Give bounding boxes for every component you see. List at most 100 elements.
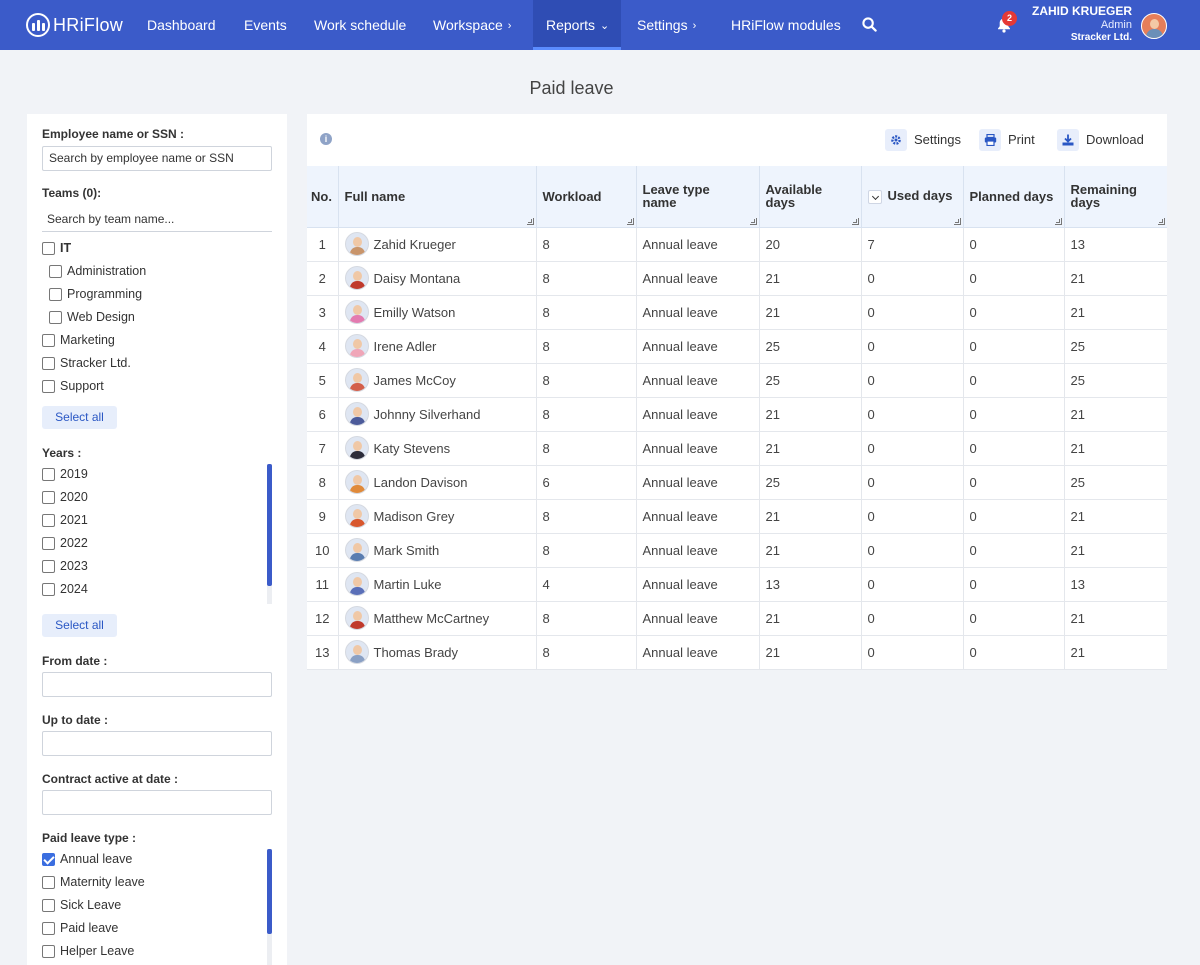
year-checkbox-2024[interactable]: 2024 bbox=[42, 580, 88, 598]
checkbox[interactable] bbox=[42, 513, 55, 527]
leave-types-scrollbar[interactable] bbox=[267, 849, 272, 965]
nav-events[interactable]: Events bbox=[244, 17, 287, 33]
table-row[interactable]: 13 Thomas Brady 8 Annual leave 21 0 0 21 bbox=[307, 635, 1167, 670]
checkbox[interactable] bbox=[42, 944, 55, 958]
checkbox[interactable] bbox=[42, 490, 55, 504]
team-checkbox-marketing[interactable]: Marketing bbox=[42, 331, 115, 349]
checkbox[interactable] bbox=[42, 536, 55, 550]
col-header-workload[interactable]: Workload bbox=[536, 166, 637, 228]
year-checkbox-2022[interactable]: 2022 bbox=[42, 534, 88, 552]
table-row[interactable]: 11 Martin Luke 4 Annual leave 13 0 0 13 bbox=[307, 567, 1167, 602]
info-icon[interactable]: i bbox=[320, 133, 332, 145]
checkbox[interactable] bbox=[42, 379, 55, 393]
cell-workload: 8 bbox=[536, 227, 637, 262]
checkbox[interactable] bbox=[42, 559, 55, 573]
col-header-used-days[interactable]: Used days bbox=[861, 166, 964, 228]
nav-modules[interactable]: HRiFlow modules bbox=[731, 17, 841, 33]
user-avatar[interactable] bbox=[1141, 13, 1167, 39]
year-checkbox-2019[interactable]: 2019 bbox=[42, 465, 88, 483]
checkbox[interactable] bbox=[49, 287, 62, 301]
checkbox[interactable] bbox=[42, 333, 55, 347]
nav-reports-label: Reports bbox=[546, 17, 596, 33]
nav-settings[interactable]: Settings › bbox=[637, 0, 696, 50]
team-search-input[interactable]: Search by team name... bbox=[42, 207, 272, 232]
col-header-full-name[interactable]: Full name bbox=[338, 166, 537, 228]
table-row[interactable]: 3 Emilly Watson 8 Annual leave 21 0 0 21 bbox=[307, 295, 1167, 330]
resize-handle-icon[interactable] bbox=[526, 217, 534, 225]
cell-no: 7 bbox=[307, 431, 339, 466]
table-row[interactable]: 4 Irene Adler 8 Annual leave 25 0 0 25 bbox=[307, 329, 1167, 364]
resize-handle-icon[interactable] bbox=[1158, 217, 1165, 225]
resize-handle-icon[interactable] bbox=[626, 217, 634, 225]
year-checkbox-2020[interactable]: 2020 bbox=[42, 488, 88, 506]
col-header-no[interactable]: No. bbox=[307, 166, 339, 228]
checkbox[interactable] bbox=[42, 356, 55, 370]
leave-types-scrollbar-thumb[interactable] bbox=[267, 849, 272, 934]
leave-type-annual[interactable]: Annual leave bbox=[42, 850, 132, 868]
checkbox[interactable] bbox=[42, 898, 55, 912]
employee-name-cell: Katy Stevens bbox=[344, 436, 530, 460]
years-scrollbar-thumb[interactable] bbox=[267, 464, 272, 586]
cell-type: Annual leave bbox=[636, 397, 760, 432]
resize-handle-icon[interactable] bbox=[953, 217, 961, 225]
employee-search-input[interactable]: Search by employee name or SSN bbox=[42, 146, 272, 171]
sort-chevron-down-icon[interactable] bbox=[867, 189, 882, 204]
checkbox[interactable] bbox=[42, 241, 55, 255]
team-checkbox-programming[interactable]: Programming bbox=[49, 285, 142, 303]
leave-type-maternity[interactable]: Maternity leave bbox=[42, 873, 145, 891]
nav-reports[interactable]: Reports ⌄ bbox=[533, 0, 621, 50]
app-logo[interactable]: HRiFlow bbox=[26, 11, 123, 39]
settings-button[interactable]: Settings bbox=[885, 127, 961, 152]
table-row[interactable]: 10 Mark Smith 8 Annual leave 21 0 0 21 bbox=[307, 533, 1167, 568]
print-button[interactable]: Print bbox=[979, 127, 1035, 152]
checkbox[interactable] bbox=[42, 921, 55, 935]
team-checkbox-administration[interactable]: Administration bbox=[49, 262, 146, 280]
cell-no: 8 bbox=[307, 465, 339, 500]
team-checkbox-stracker[interactable]: Stracker Ltd. bbox=[42, 354, 131, 372]
years-scrollbar[interactable] bbox=[267, 464, 272, 604]
table-row[interactable]: 8 Landon Davison 6 Annual leave 25 0 0 25 bbox=[307, 465, 1167, 500]
user-name[interactable]: ZAHID KRUEGER bbox=[1031, 4, 1132, 18]
table-row[interactable]: 9 Madison Grey 8 Annual leave 21 0 0 21 bbox=[307, 499, 1167, 534]
notification-badge: 2 bbox=[1002, 11, 1017, 26]
team-checkbox-web-design[interactable]: Web Design bbox=[49, 308, 135, 326]
upto-date-input[interactable] bbox=[42, 731, 272, 756]
leave-type-helper[interactable]: Helper Leave bbox=[42, 942, 134, 960]
year-checkbox-2021[interactable]: 2021 bbox=[42, 511, 88, 529]
from-date-label: From date : bbox=[42, 654, 108, 668]
nav-workspace[interactable]: Workspace › bbox=[433, 0, 511, 50]
checkbox[interactable] bbox=[49, 264, 62, 278]
team-checkbox-it[interactable]: IT bbox=[42, 239, 71, 257]
checkbox[interactable] bbox=[42, 875, 55, 889]
from-date-input[interactable] bbox=[42, 672, 272, 697]
year-checkbox-2023[interactable]: 2023 bbox=[42, 557, 88, 575]
checkbox-checked[interactable] bbox=[42, 852, 55, 866]
nav-work-schedule[interactable]: Work schedule bbox=[314, 17, 407, 33]
resize-handle-icon[interactable] bbox=[1054, 217, 1062, 225]
col-header-leave-type[interactable]: Leave type name bbox=[636, 166, 760, 228]
contract-date-input[interactable] bbox=[42, 790, 272, 815]
resize-handle-icon[interactable] bbox=[749, 217, 757, 225]
leave-type-sick[interactable]: Sick Leave bbox=[42, 896, 121, 914]
download-button[interactable]: Download bbox=[1057, 127, 1144, 152]
table-row[interactable]: 1 Zahid Krueger 8 Annual leave 20 7 0 13 bbox=[307, 227, 1167, 262]
col-header-planned-days[interactable]: Planned days bbox=[963, 166, 1065, 228]
col-header-remaining-days[interactable]: Remaining days bbox=[1064, 166, 1167, 228]
nav-dashboard[interactable]: Dashboard bbox=[147, 17, 216, 33]
teams-select-all-button[interactable]: Select all bbox=[42, 406, 117, 429]
search-icon[interactable] bbox=[862, 17, 877, 32]
col-header-available-days[interactable]: Available days bbox=[759, 166, 862, 228]
resize-handle-icon[interactable] bbox=[851, 217, 859, 225]
table-row[interactable]: 2 Daisy Montana 8 Annual leave 21 0 0 21 bbox=[307, 261, 1167, 296]
years-select-all-button[interactable]: Select all bbox=[42, 614, 117, 637]
table-row[interactable]: 6 Johnny Silverhand 8 Annual leave 21 0 0 21 bbox=[307, 397, 1167, 432]
table-row[interactable]: 5 James McCoy 8 Annual leave 25 0 0 25 bbox=[307, 363, 1167, 398]
team-checkbox-support[interactable]: Support bbox=[42, 377, 104, 395]
chevron-right-icon: › bbox=[692, 20, 697, 32]
table-row[interactable]: 7 Katy Stevens 8 Annual leave 21 0 0 21 bbox=[307, 431, 1167, 466]
leave-type-paid[interactable]: Paid leave bbox=[42, 919, 118, 937]
checkbox[interactable] bbox=[49, 310, 62, 324]
checkbox[interactable] bbox=[42, 582, 55, 596]
checkbox[interactable] bbox=[42, 467, 55, 481]
table-row[interactable]: 12 Matthew McCartney 8 Annual leave 21 0 0 21 bbox=[307, 601, 1167, 636]
